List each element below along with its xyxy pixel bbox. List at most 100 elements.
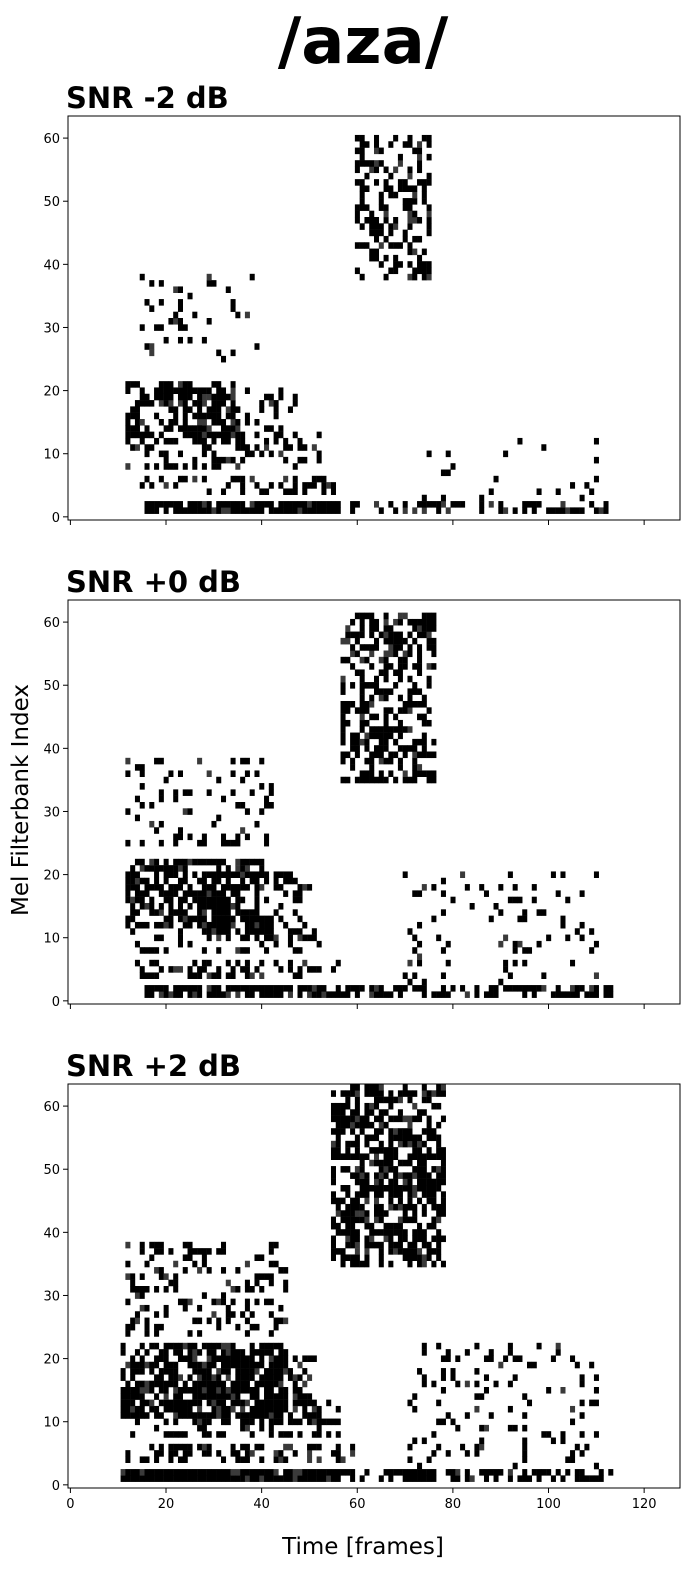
heatmap-cell: [555, 1342, 561, 1350]
heatmap-cell: [216, 1380, 222, 1388]
heatmap-cell: [154, 757, 160, 765]
heatmap-cell: [412, 1172, 418, 1179]
heatmap-cell: [230, 1361, 236, 1369]
heatmap-cell: [249, 1349, 255, 1356]
heatmap-cell: [560, 1475, 566, 1482]
heatmap-cell: [374, 732, 380, 740]
heatmap-cell: [125, 1380, 131, 1388]
heatmap-cell: [369, 1222, 375, 1230]
heatmap-cell: [144, 1260, 150, 1268]
heatmap-cell: [493, 985, 499, 992]
heatmap-cell: [168, 1279, 174, 1287]
heatmap-cell: [130, 1273, 136, 1280]
heatmap-cell: [340, 751, 346, 759]
heatmap-cell: [570, 1405, 576, 1413]
heatmap-cell: [383, 273, 389, 281]
heatmap-cell: [488, 1355, 494, 1362]
heatmap-cell: [378, 1140, 384, 1148]
heatmap-cell: [244, 1279, 250, 1287]
heatmap-cell: [340, 656, 346, 664]
heatmap-cell: [383, 776, 389, 784]
heatmap-cell: [512, 1462, 518, 1470]
heatmap-cell: [359, 1260, 365, 1268]
heatmap-cell: [139, 839, 145, 847]
heatmap-cell: [192, 1361, 198, 1369]
heatmap-cell: [163, 393, 169, 401]
heatmap-cell: [455, 1355, 461, 1362]
heatmap-cell: [397, 160, 403, 167]
heatmap-cell: [445, 1469, 451, 1476]
heatmap-cell: [125, 915, 131, 923]
heatmap-cell: [149, 1475, 155, 1482]
heatmap-cell: [374, 248, 380, 256]
heatmap-cell: [158, 820, 164, 828]
heatmap-cell: [426, 1147, 432, 1154]
heatmap-cell: [388, 991, 394, 998]
heatmap-cell: [221, 1469, 227, 1476]
heatmap-cell: [283, 1469, 289, 1476]
heatmap-cell: [431, 1469, 437, 1476]
heatmap-cell: [259, 1399, 265, 1407]
heatmap-cell: [221, 1241, 227, 1249]
heatmap-cell: [374, 1134, 380, 1142]
heatmap-cell: [311, 1418, 317, 1426]
heatmap-cell: [230, 1355, 236, 1362]
heatmap-cell: [192, 890, 198, 897]
heatmap-cell: [354, 669, 360, 676]
heatmap-cell: [187, 1387, 193, 1394]
heatmap-cell: [197, 507, 203, 514]
heatmap-cell: [149, 1254, 155, 1261]
heatmap-cell: [287, 1412, 293, 1419]
heatmap-cell: [512, 1374, 518, 1381]
heatmap-cell: [125, 921, 131, 929]
heatmap-cell: [240, 1456, 246, 1463]
heatmap-cell: [417, 1222, 423, 1230]
heatmap-cell: [149, 501, 155, 508]
heatmap-cell: [230, 381, 236, 388]
heatmap-cell: [364, 612, 370, 620]
heatmap-cell: [230, 1393, 236, 1400]
heatmap-cell: [335, 1456, 341, 1463]
heatmap-cell: [139, 1399, 145, 1407]
heatmap-cell: [225, 1349, 231, 1356]
heatmap-cell: [345, 1102, 351, 1110]
heatmap-cell: [283, 488, 289, 495]
heatmap-cell: [206, 1374, 212, 1381]
heatmap-cell: [503, 959, 509, 967]
heatmap-cell: [421, 884, 427, 891]
heatmap-cell: [125, 412, 131, 420]
heatmap-cell: [149, 972, 155, 979]
heatmap-cell: [330, 1216, 336, 1224]
heatmap-cell: [292, 928, 298, 935]
heatmap-cell: [211, 507, 217, 514]
heatmap-cell: [431, 1185, 437, 1192]
heatmap-cell: [240, 1361, 246, 1369]
heatmap-cell: [407, 631, 413, 639]
heatmap-cell: [350, 732, 356, 740]
heatmap-cell: [335, 1475, 341, 1482]
heatmap-cell: [197, 1405, 203, 1413]
heatmap-cell: [412, 1254, 418, 1261]
heatmap-cell: [426, 1456, 432, 1463]
heatmap-cell: [574, 1475, 580, 1482]
heatmap-cell: [512, 985, 518, 992]
heatmap-cell: [311, 1405, 317, 1413]
heatmap-cell: [440, 1159, 446, 1167]
heatmap-cell: [278, 1267, 284, 1274]
heatmap-cell: [283, 1286, 289, 1293]
heatmap-cell: [397, 1216, 403, 1224]
heatmap-cell: [383, 1235, 389, 1243]
heatmap-cell: [177, 387, 183, 394]
heatmap-cell: [163, 1368, 169, 1375]
heatmap-cell: [412, 1147, 418, 1154]
heatmap-cell: [307, 482, 313, 489]
heatmap-cell: [197, 921, 203, 929]
heatmap-cell: [374, 745, 380, 752]
heatmap-cell: [436, 1248, 442, 1255]
heatmap-cell: [359, 1191, 365, 1198]
heatmap-cell: [163, 1311, 169, 1318]
heatmap-cell: [216, 1355, 222, 1362]
heatmap-cell: [560, 1387, 566, 1394]
heatmap-cell: [412, 1090, 418, 1097]
heatmap-cell: [173, 463, 179, 470]
